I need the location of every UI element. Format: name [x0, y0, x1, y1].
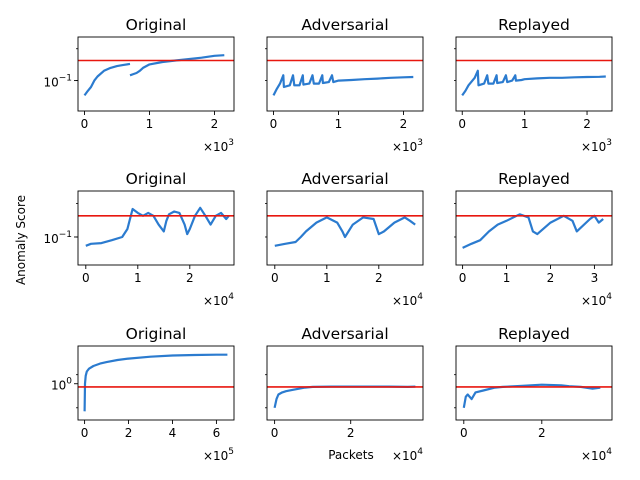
plot-frame: [455, 190, 613, 266]
plot-frame: [77, 36, 235, 112]
anomaly-score-line: [83, 353, 228, 412]
x-tick-label: 1: [146, 117, 154, 131]
anomaly-score-line: [274, 216, 416, 247]
x-tick-label: 0: [458, 117, 466, 131]
x-tick-label: 0: [271, 426, 279, 440]
anomaly-score-line: [83, 62, 131, 97]
subplot-3-3: Replayed 0 2 ×104: [454, 325, 613, 463]
x-tick-label: 0: [460, 426, 468, 440]
multiplier-base: ×10: [392, 140, 417, 154]
plot-frame: [77, 345, 235, 421]
x-tick-label: 2: [400, 117, 408, 131]
subplot-3-2: Adversarial 0 2 ×104: [265, 325, 424, 463]
multiplier-base: ×10: [392, 449, 417, 463]
multiplier-base: ×10: [581, 449, 606, 463]
multiplier-exponent: 4: [606, 447, 612, 457]
plot-frame: [266, 345, 424, 421]
x-tick-label: 0: [81, 426, 89, 440]
multiplier-exponent: 4: [417, 292, 423, 302]
y-tick-label: 10−1: [43, 230, 72, 246]
multiplier-base: ×10: [581, 140, 606, 154]
multiplier-base: ×10: [392, 294, 417, 308]
x-tick-label: 6: [213, 426, 221, 440]
x-scale-multiplier: ×105: [203, 447, 234, 463]
x-scale-multiplier: ×104: [581, 292, 612, 308]
multiplier-exponent: 4: [606, 292, 612, 302]
x-tick-label: 2: [347, 426, 355, 440]
subplot-title: Original: [126, 325, 187, 343]
plot-frame: [77, 190, 235, 266]
subplot-title: Replayed: [498, 16, 570, 34]
subplot-title: Original: [126, 16, 187, 34]
y-tick-label: 100: [51, 377, 72, 393]
anomaly-score-line: [462, 213, 604, 249]
x-tick-label: 2: [375, 271, 383, 285]
x-tick-label: 0: [271, 271, 279, 285]
x-tick-label: 2: [583, 117, 591, 131]
x-scale-multiplier: ×103: [392, 138, 423, 154]
multiplier-base: ×10: [203, 449, 228, 463]
x-tick-label: 2: [538, 426, 546, 440]
x-tick-label: 2: [186, 271, 194, 285]
multiplier-exponent: 4: [228, 292, 234, 302]
plot-frame: [455, 36, 613, 112]
anomaly-score-line: [85, 206, 230, 247]
x-tick-label: 0: [459, 271, 467, 285]
subplot-3-1: Original 0 2 4 6 ×105 100: [51, 325, 235, 463]
x-tick-label: 2: [125, 426, 133, 440]
x-tick-label: 2: [211, 117, 219, 131]
x-scale-multiplier: ×104: [392, 447, 423, 463]
subplot-title: Replayed: [498, 325, 570, 343]
multiplier-exponent: 5: [228, 447, 234, 457]
multiplier-exponent: 3: [417, 138, 423, 148]
x-tick-label: 0: [82, 271, 90, 285]
subplot-title: Adversarial: [301, 16, 388, 34]
x-scale-multiplier: ×104: [392, 292, 423, 308]
subplot-title: Adversarial: [301, 325, 388, 343]
multiplier-exponent: 3: [228, 138, 234, 148]
x-scale-multiplier: ×104: [581, 447, 612, 463]
anomaly-score-line: [461, 69, 606, 97]
plot-frame: [266, 36, 424, 112]
multiplier-base: ×10: [203, 294, 228, 308]
subplot-2-3: Replayed 0 1 2 3 ×104: [454, 170, 613, 308]
y-tick-label: 10−1: [43, 74, 72, 90]
subplot-2-2: Adversarial 0 1 2 ×104: [265, 170, 424, 308]
x-scale-multiplier: ×104: [203, 292, 234, 308]
multiplier-exponent: 4: [417, 447, 423, 457]
subplot-1-1: Original 0 1 2 ×103 10−1: [43, 16, 235, 154]
x-axis-label: Packets: [328, 448, 374, 462]
subplot-1-3: Replayed 0 1 2 ×103: [454, 16, 613, 154]
anomaly-score-line: [129, 54, 225, 77]
x-tick-label: 1: [521, 117, 529, 131]
x-tick-label: 0: [81, 117, 89, 131]
x-scale-multiplier: ×103: [581, 138, 612, 154]
y-axis-label: Anomaly Score: [14, 195, 28, 285]
x-tick-label: 1: [335, 117, 343, 131]
x-tick-label: 1: [323, 271, 331, 285]
subplot-title: Adversarial: [301, 170, 388, 188]
subplot-title: Replayed: [498, 170, 570, 188]
subplot-title: Original: [126, 170, 187, 188]
plot-frame: [266, 190, 424, 266]
multiplier-base: ×10: [581, 294, 606, 308]
subplot-1-2: Adversarial 0 1 2 ×103: [265, 16, 424, 154]
subplot-2-1: Original 0 1 2 ×104 10−1: [43, 170, 235, 308]
x-tick-label: 0: [270, 117, 278, 131]
multiplier-exponent: 3: [606, 138, 612, 148]
x-scale-multiplier: ×103: [203, 138, 234, 154]
multiplier-base: ×10: [203, 140, 228, 154]
plot-frame: [455, 345, 613, 421]
x-tick-label: 1: [134, 271, 142, 285]
anomaly-score-line: [272, 74, 414, 96]
x-tick-label: 2: [547, 271, 555, 285]
anomaly-score-line: [462, 383, 601, 408]
x-tick-label: 4: [169, 426, 177, 440]
x-tick-label: 3: [591, 271, 599, 285]
x-tick-label: 1: [503, 271, 511, 285]
anomaly-score-line: [273, 385, 416, 409]
